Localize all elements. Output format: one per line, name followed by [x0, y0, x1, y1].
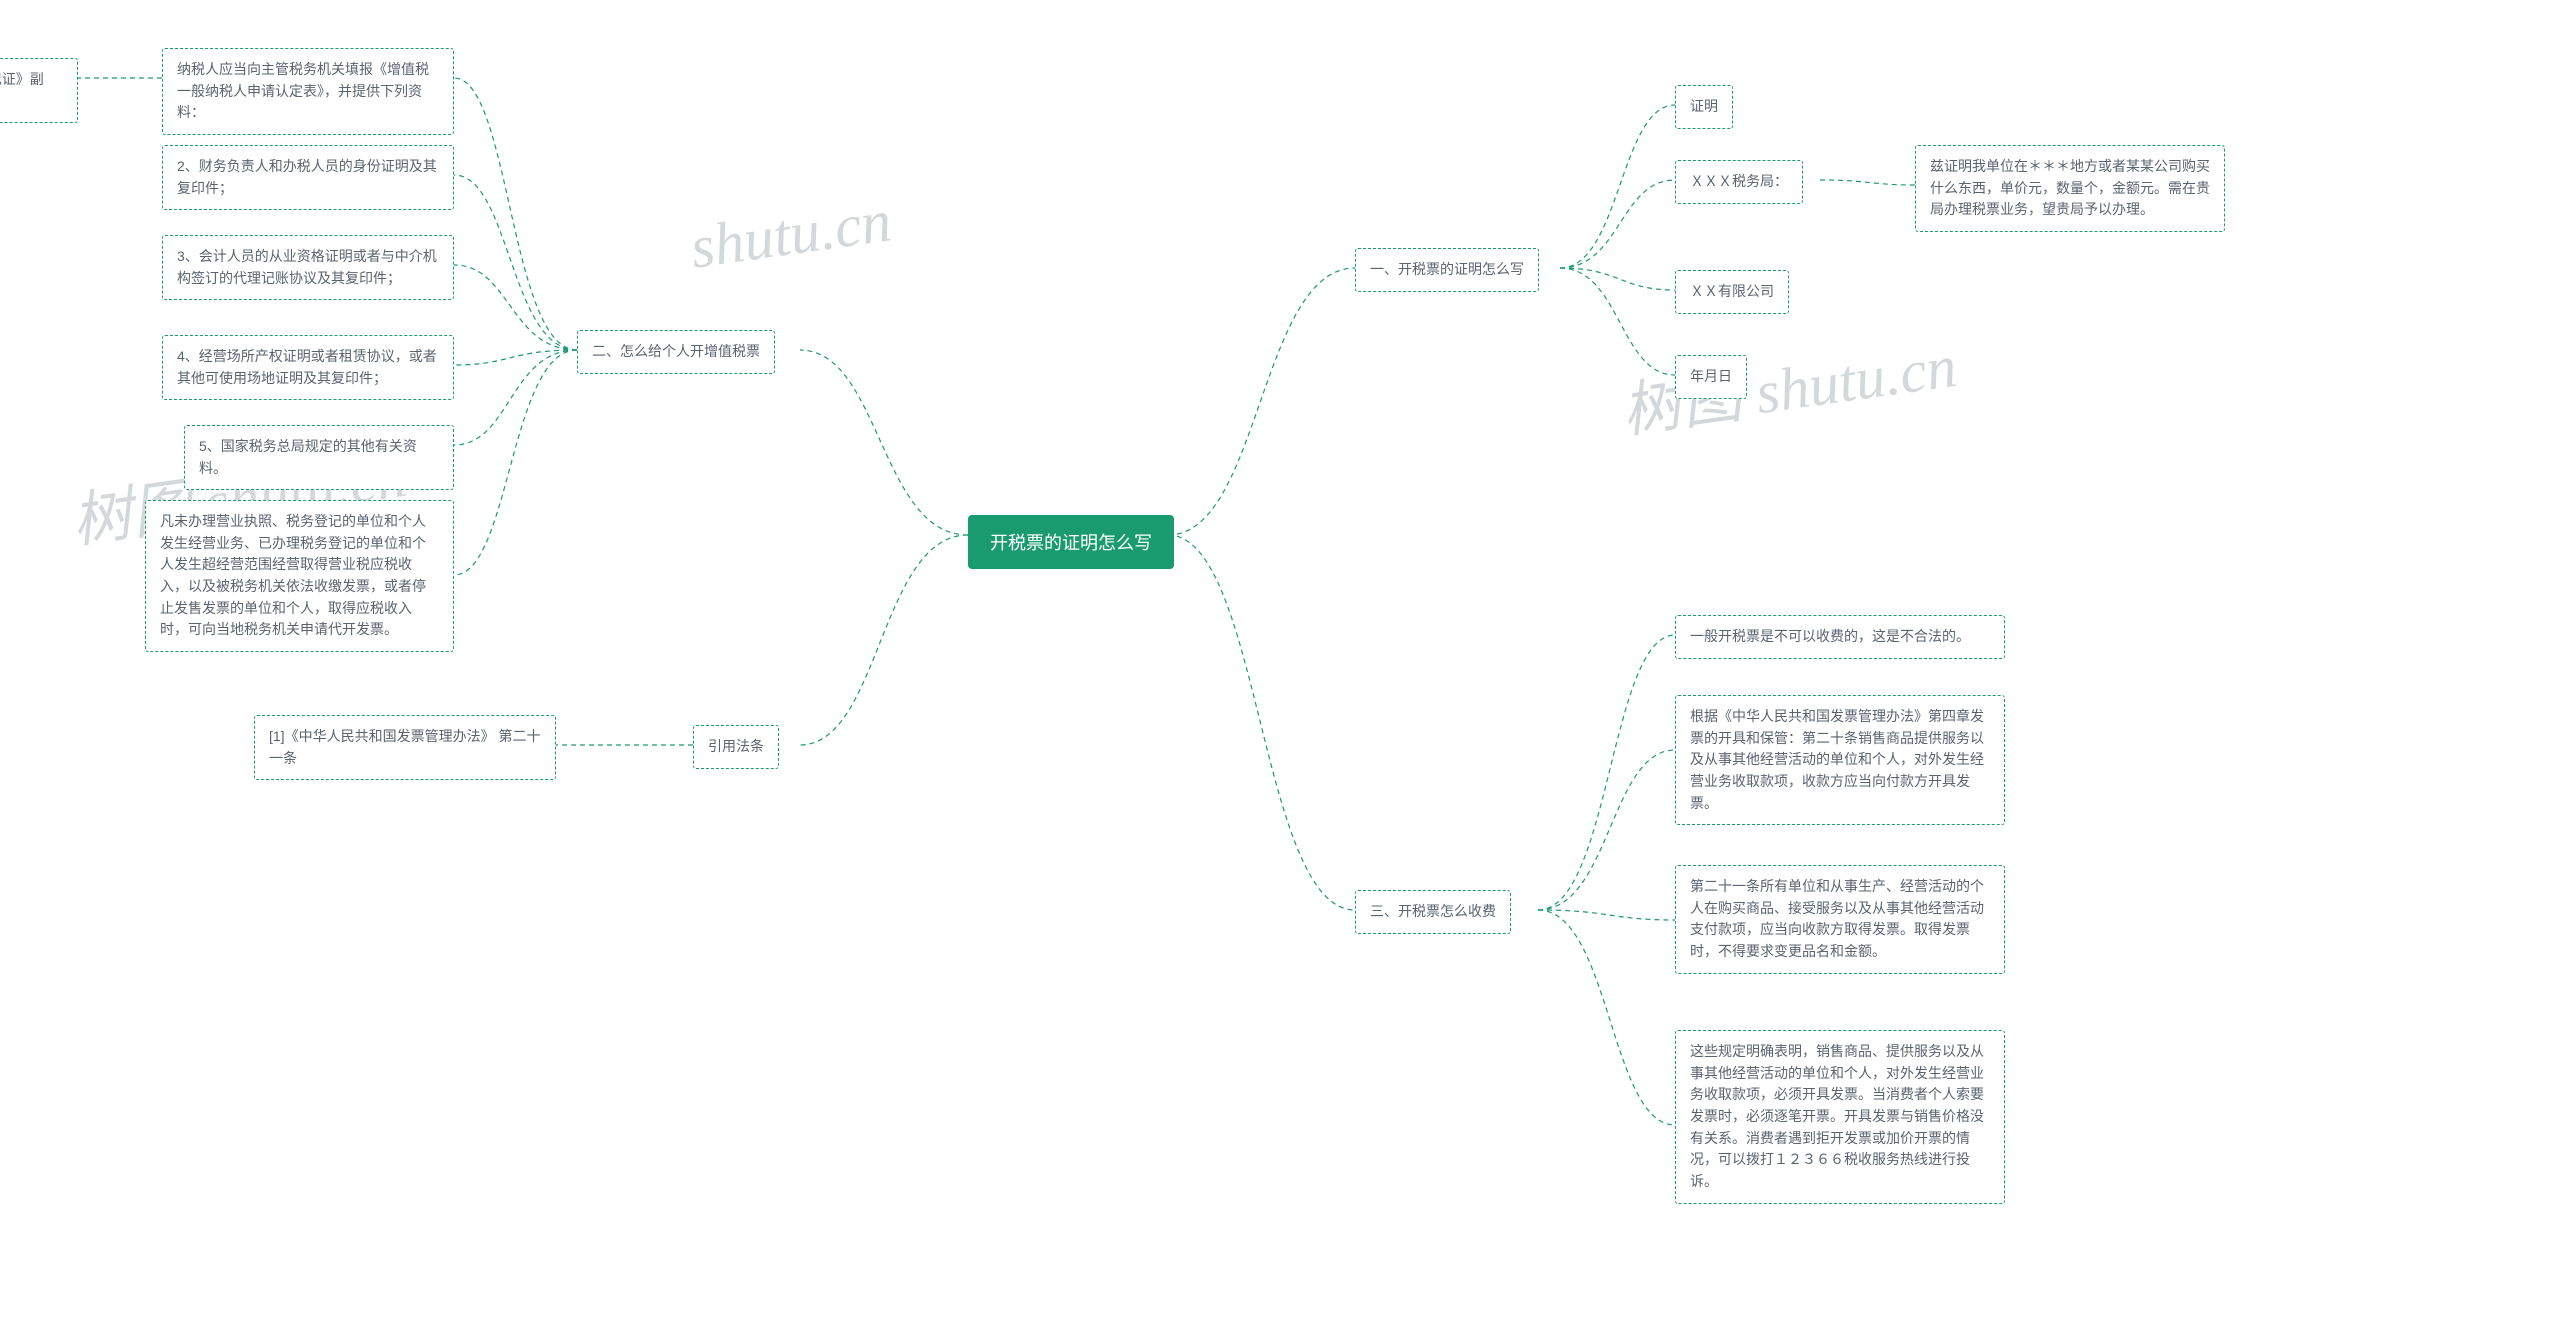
- branch-1-child-1: 证明: [1675, 85, 1733, 129]
- watermark: shutu.cn: [686, 186, 895, 282]
- watermark: 树图 shutu.cn: [1616, 317, 1961, 450]
- branch-2-child-3: 3、会计人员的从业资格证明或者与中介机构签订的代理记账协议及其复印件；: [162, 235, 454, 300]
- branch-4: 引用法条: [693, 725, 779, 769]
- branch-3: 三、开税票怎么收费: [1355, 890, 1511, 934]
- branch-3-child-4: 这些规定明确表明，销售商品、提供服务以及从事其他经营活动的单位和个人，对外发生经…: [1675, 1030, 2005, 1204]
- branch-2: 二、怎么给个人开增值税票: [577, 330, 775, 374]
- branch-4-child-1: [1]《中华人民共和国发票管理办法》 第二十一条: [254, 715, 556, 780]
- branch-3-child-3: 第二十一条所有单位和从事生产、经营活动的个人在购买商品、接受服务以及从事其他经营…: [1675, 865, 2005, 974]
- branch-3-child-1: 一般开税票是不可以收费的，这是不合法的。: [1675, 615, 2005, 659]
- branch-1-child-2-detail: 兹证明我单位在＊＊＊地方或者某某公司购买什么东西，单价元，数量个，金额元。需在贵…: [1915, 145, 2225, 232]
- branch-3-child-2: 根据《中华人民共和国发票管理办法》第四章发票的开具和保管：第二十条销售商品提供服…: [1675, 695, 2005, 825]
- branch-2-child-5: 5、国家税务总局规定的其他有关资料。: [184, 425, 454, 490]
- branch-1: 一、开税票的证明怎么写: [1355, 248, 1539, 292]
- root-node: 开税票的证明怎么写: [968, 515, 1174, 569]
- branch-2-child-1-detail: 1、《税务登记证》副本；: [0, 58, 78, 123]
- branch-1-child-3: ＸＸ有限公司: [1675, 270, 1789, 314]
- branch-2-child-4: 4、经营场所产权证明或者租赁协议，或者其他可使用场地证明及其复印件；: [162, 335, 454, 400]
- branch-2-child-1: 纳税人应当向主管税务机关填报《增值税一般纳税人申请认定表》，并提供下列资料：: [162, 48, 454, 135]
- branch-1-child-2: ＸＸＸ税务局：: [1675, 160, 1803, 204]
- branch-2-child-6: 凡未办理营业执照、税务登记的单位和个人发生经营业务、已办理税务登记的单位和个人发…: [145, 500, 454, 652]
- branch-2-child-2: 2、财务负责人和办税人员的身份证明及其复印件；: [162, 145, 454, 210]
- branch-1-child-4: 年月日: [1675, 355, 1747, 399]
